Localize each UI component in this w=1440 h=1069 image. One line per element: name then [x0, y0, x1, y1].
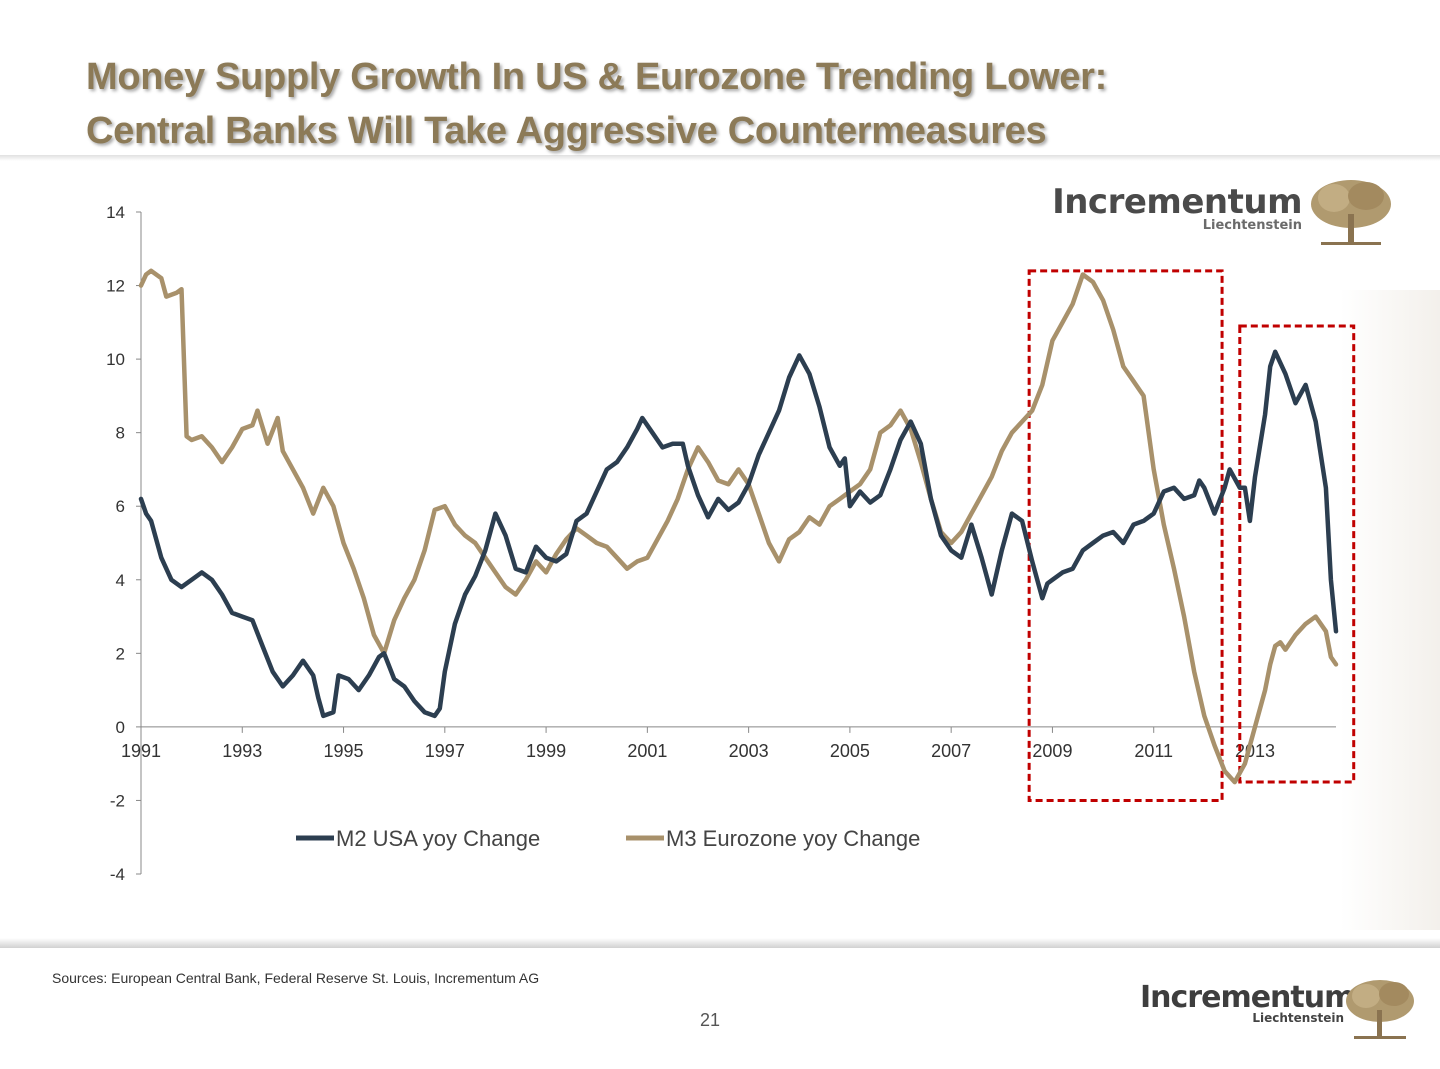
- legend-label-m2-usa: M2 USA yoy Change: [336, 826, 540, 851]
- highlight-box-2: [1238, 324, 1356, 784]
- x-tick-label: 1997: [425, 741, 465, 761]
- tree-icon-bottom: [1346, 980, 1414, 1039]
- highlight-boxes: [1027, 269, 1356, 802]
- incrementum-logo-bottom: Incrementum Liechtenstein: [1140, 980, 1355, 1025]
- y-tick-label: 10: [106, 350, 125, 369]
- x-tick-label: 2011: [1134, 741, 1173, 761]
- series-line-m3-eurozone: [138, 268, 1339, 785]
- y-tick-label: -2: [110, 791, 125, 810]
- x-tick-label: 1993: [222, 741, 262, 761]
- legend-label-m3-eurozone: M3 Eurozone yoy Change: [666, 826, 920, 851]
- chart-series: [138, 268, 1339, 785]
- chart-legend: M2 USA yoy Change M3 Eurozone yoy Change: [296, 826, 920, 851]
- y-tick-label: 0: [116, 718, 125, 737]
- title-divider: [0, 155, 1440, 161]
- money-supply-chart: -4 -2 0 2 4 6 8 10 12 14 1991 1993 1995 1997 1999 2001 2…: [106, 203, 1356, 884]
- y-tick-label: 12: [106, 277, 125, 296]
- y-tick-label: 8: [116, 424, 125, 443]
- x-tick-label: 2005: [830, 741, 870, 761]
- x-tick-label: 1999: [526, 741, 566, 761]
- logo-subtitle-bottom: Liechtenstein: [1252, 1011, 1344, 1025]
- logo-name-bottom: Incrementum: [1140, 980, 1355, 1015]
- footer-divider: [0, 938, 1440, 948]
- y-tick-label: 2: [116, 644, 125, 663]
- slide-title: Money Supply Growth In US & Eurozone Tre…: [86, 50, 1107, 158]
- y-tick-label: 14: [106, 203, 125, 222]
- title-line-1: Money Supply Growth In US & Eurozone Tre…: [86, 56, 1107, 98]
- y-tick-label: -4: [110, 865, 125, 884]
- incrementum-logo-top: Incrementum Liechtenstein: [1050, 182, 1302, 233]
- logo-subtitle: Liechtenstein: [1202, 218, 1302, 233]
- x-tick-label: 1995: [324, 741, 364, 761]
- highlight-box-1: [1027, 269, 1224, 802]
- series-line-m2-usa: [138, 349, 1339, 719]
- x-tick-label: 2003: [729, 741, 769, 761]
- tree-icon: [1311, 180, 1391, 245]
- sources-note: Sources: European Central Bank, Federal …: [52, 970, 540, 986]
- x-tick-label: 2001: [627, 741, 667, 761]
- y-tick-label: 4: [116, 571, 125, 590]
- title-line-2: Central Banks Will Take Aggressive Count…: [86, 110, 1047, 152]
- logo-name: Incrementum: [1052, 182, 1302, 222]
- y-tick-label: 6: [116, 497, 125, 516]
- x-tick-label: 2009: [1032, 741, 1072, 761]
- page-number: 21: [700, 1010, 721, 1030]
- chart-axes: -4 -2 0 2 4 6 8 10 12 14 1991 1993 1995 1997 1999 2001 2…: [106, 203, 1336, 884]
- background-shade: [1340, 290, 1440, 930]
- x-tick-label: 2007: [931, 741, 971, 761]
- x-tick-label: 1991: [121, 741, 161, 761]
